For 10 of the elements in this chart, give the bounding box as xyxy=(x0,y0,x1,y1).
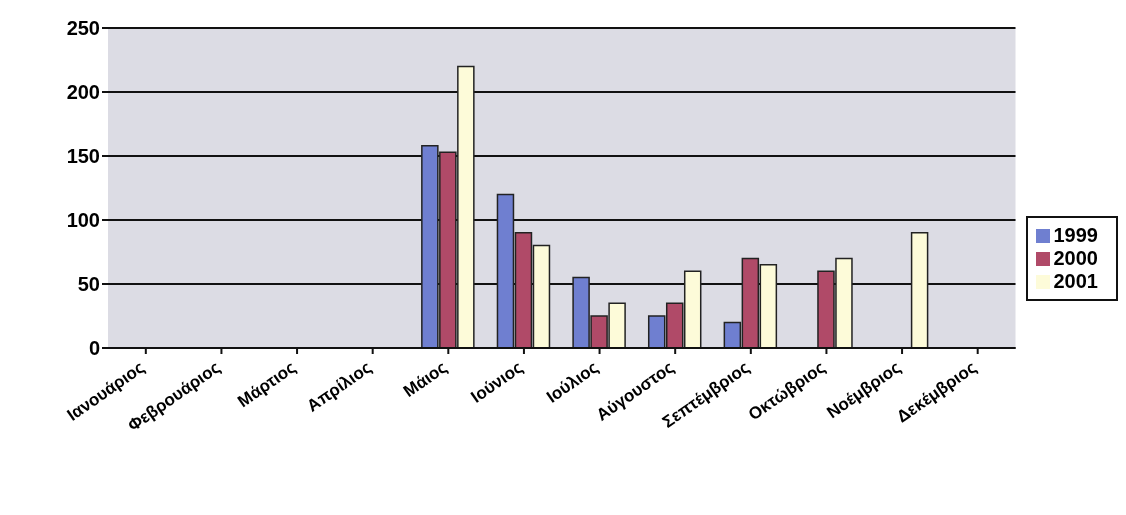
y-tick-label: 200 xyxy=(66,81,100,104)
y-tick-label: 100 xyxy=(66,209,100,232)
y-tick-label: 0 xyxy=(88,337,100,360)
legend-label: 2000 xyxy=(1053,246,1098,269)
y-tick-label: 50 xyxy=(77,273,100,296)
legend-label: 2001 xyxy=(1053,269,1098,292)
legend-label: 1999 xyxy=(1053,223,1098,246)
y-tick-label: 250 xyxy=(66,17,100,40)
y-tick-label: 150 xyxy=(66,145,100,168)
bar xyxy=(910,232,929,348)
